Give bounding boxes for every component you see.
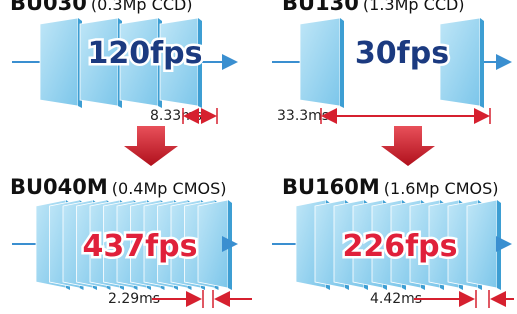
heading: BU030 (0.3Mp CCD): [10, 0, 193, 15]
frame: [198, 200, 228, 288]
model: BU040M: [10, 175, 108, 199]
heading: BU130 (1.3Mp CCD): [282, 0, 465, 15]
spec: (0.4Mp CMOS): [112, 179, 227, 198]
fps-label: 120fps: [87, 36, 202, 71]
down-arrow: [381, 126, 435, 166]
frame-edge: [497, 200, 501, 290]
model: BU130: [282, 0, 359, 15]
frame-edge: [228, 200, 232, 290]
model: BU160M: [282, 175, 380, 199]
frame-edge: [480, 18, 484, 108]
spec: (1.6Mp CMOS): [384, 179, 499, 198]
spec: (0.3Mp CCD): [91, 0, 193, 14]
diagram: BU030 (0.3Mp CCD) BU130 (1.3Mp CCD) BU040M…: [0, 0, 517, 314]
fps-label: 437fps: [82, 229, 197, 264]
fps-label: 30fps: [355, 36, 449, 71]
down-arrow: [124, 126, 178, 166]
frame: [300, 18, 340, 106]
frame-edge: [340, 18, 344, 108]
heading: BU160M(1.6Mp CMOS): [282, 175, 499, 199]
spec: (1.3Mp CCD): [363, 0, 465, 14]
frame: [467, 200, 497, 288]
heading: BU040M(0.4Mp CMOS): [10, 175, 227, 199]
frame: [40, 18, 78, 106]
fps-label: 226fps: [342, 229, 457, 264]
model: BU030: [10, 0, 87, 15]
